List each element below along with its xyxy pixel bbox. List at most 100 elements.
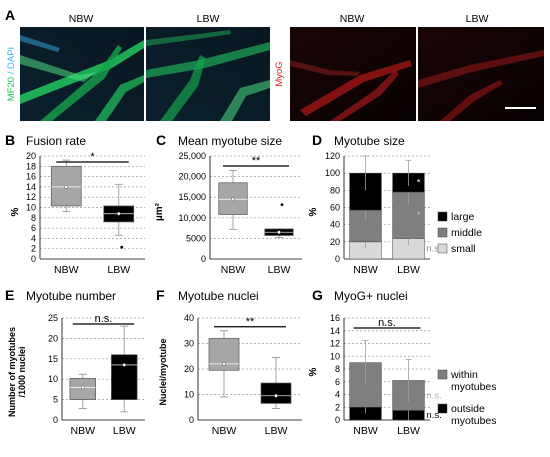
- y-tick-label-f: 10: [184, 390, 194, 400]
- stain-label-right: MyoG: [274, 61, 285, 86]
- y-tick-label-b: 16: [26, 172, 36, 182]
- category-label-c: LBW: [268, 264, 291, 276]
- panel-a: A NBW LBW NBW LBW MF20 / DAPI: [5, 7, 544, 121]
- y-tick-label-g: 14: [330, 326, 340, 336]
- panel-f-title: Myotube nuclei: [178, 289, 259, 303]
- panel-a-letter: A: [5, 7, 15, 23]
- panel-f-ylabel: Nuclei/myotube: [158, 338, 168, 405]
- box-e: [111, 354, 138, 400]
- legend-label-g: outside: [451, 403, 485, 415]
- legend-swatch-d: [437, 243, 448, 254]
- panel-e-letter: E: [5, 287, 14, 303]
- category-label-f: LBW: [265, 425, 288, 437]
- y-tick-label-d: 100: [325, 168, 340, 178]
- y-tick-label-g: 2: [335, 402, 340, 412]
- y-tick-label-b: 6: [31, 223, 36, 233]
- mean-marker-f: [274, 393, 278, 398]
- panel-g-letter: G: [312, 287, 323, 303]
- outlier-point-b: [120, 245, 124, 249]
- panel-g: G MyoG+ nuclei % 0 2 4 6 8 10 12 14 16 NBW LBW n.s.…: [308, 287, 497, 437]
- y-tick-label-d: 40: [330, 220, 340, 230]
- panel-c-letter: C: [156, 132, 166, 148]
- panel-d-title: Myotube size: [334, 134, 405, 148]
- category-label-e: NBW: [71, 425, 96, 437]
- category-label-f: NBW: [212, 425, 237, 437]
- y-tick-label-f: 0: [189, 415, 194, 425]
- panel-c-ylabel: µm²: [154, 202, 165, 221]
- y-tick-label-b: 8: [31, 213, 36, 223]
- y-tick-label-g: 10: [330, 351, 340, 361]
- category-label-d: NBW: [353, 264, 378, 276]
- micro-image-nbw-myog: [290, 27, 416, 121]
- y-tick-label-g: 16: [330, 313, 340, 323]
- panel-g-ylabel: %: [308, 367, 319, 376]
- annotation-label-g: n.s.: [426, 390, 441, 401]
- y-tick-label-d: 120: [325, 151, 340, 161]
- y-tick-label-e: 10: [48, 374, 58, 384]
- micro-image-lbw-myog: [418, 27, 544, 121]
- panel-b-ylabel: %: [10, 207, 21, 216]
- y-tick-label-c: 0: [201, 254, 206, 264]
- y-tick-label-b: 0: [31, 254, 36, 264]
- y-tick-label-e: 25: [48, 313, 58, 323]
- annotation-label-g: n.s.: [426, 410, 441, 421]
- category-label-b: LBW: [107, 264, 130, 276]
- y-tick-label-e: 5: [53, 395, 58, 405]
- panel-d-letter: D: [312, 132, 322, 148]
- micro-label-nbw-left: NBW: [69, 13, 94, 25]
- significance-label-b: *: [90, 151, 95, 163]
- box-f: [260, 382, 292, 404]
- y-tick-label-e: 0: [53, 415, 58, 425]
- mean-marker-f: [222, 362, 226, 366]
- category-label-e: LBW: [113, 425, 136, 437]
- y-tick-label-b: 14: [26, 182, 36, 192]
- y-tick-label-e: 20: [48, 333, 58, 343]
- y-tick-label-g: 6: [335, 377, 340, 387]
- y-tick-label-g: 0: [335, 415, 340, 425]
- y-tick-label-c: 10,000: [178, 213, 206, 223]
- legend-label-g: myotubes: [451, 415, 497, 427]
- mean-marker-b: [116, 211, 121, 216]
- y-tick-label-f: 20: [184, 364, 194, 374]
- micro-image-nbw-mf20: [20, 27, 144, 121]
- legend-label-d: large: [451, 211, 475, 223]
- y-tick-label-c: 20,000: [178, 172, 206, 182]
- mean-marker-c: [231, 197, 235, 202]
- y-tick-label-d: 20: [330, 237, 340, 247]
- legend-label-g: myotubes: [451, 381, 497, 393]
- y-tick-label-d: 80: [330, 185, 340, 195]
- panel-e: E Myotube number Number of myotubes/1000…: [5, 287, 145, 437]
- annotation-label-d: n.s.: [426, 244, 441, 255]
- panel-e-ylabel: Number of myotubes/1000 nuclei: [7, 327, 27, 417]
- y-tick-label-c: 25,000: [178, 151, 206, 161]
- category-label-g: LBW: [397, 425, 420, 437]
- y-tick-label-g: 8: [335, 364, 340, 374]
- legend-swatch-d: [437, 211, 448, 222]
- micro-label-lbw-left: LBW: [197, 13, 220, 25]
- y-tick-label-b: 4: [31, 233, 36, 243]
- legend-label-d: small: [451, 243, 476, 255]
- mean-marker-c: [277, 230, 281, 235]
- significance-label-g: n.s.: [378, 317, 396, 329]
- mean-marker-e: [122, 363, 127, 367]
- panel-c-title: Mean myotube size: [178, 134, 282, 148]
- significance-label-e: n.s.: [95, 313, 113, 325]
- category-label-g: NBW: [353, 425, 378, 437]
- panel-d: D Myotube size % 0 20 40 60 80 100 120 NBW LBW n.…: [308, 132, 482, 276]
- category-label-b: NBW: [54, 264, 79, 276]
- outlier-point-c: [280, 203, 284, 207]
- micro-label-lbw-right: LBW: [466, 13, 489, 25]
- y-tick-label-g: 4: [335, 390, 340, 400]
- panel-c: C Mean myotube size µm² 0 5000 10,000 15,00…: [154, 132, 302, 276]
- category-label-d: LBW: [397, 264, 420, 276]
- y-tick-label-b: 12: [26, 192, 36, 202]
- annotation-label-d: *: [417, 178, 421, 189]
- y-tick-label-b: 2: [31, 244, 36, 254]
- significance-label-c: **: [252, 155, 261, 167]
- panel-f-letter: F: [156, 287, 165, 303]
- panel-b-title: Fusion rate: [26, 134, 86, 148]
- panel-g-title: MyoG+ nuclei: [334, 289, 408, 303]
- micro-image-lbw-mf20: [146, 27, 270, 121]
